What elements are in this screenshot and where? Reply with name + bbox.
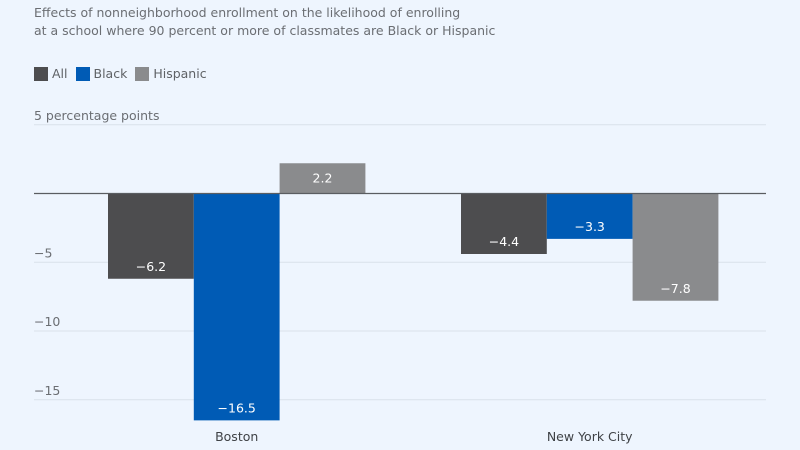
bar-all-new-york-city xyxy=(461,193,547,254)
y-tick-label: −15 xyxy=(34,383,60,398)
bar-hispanic-new-york-city xyxy=(632,193,719,301)
chart-title-line-1: Effects of nonneighborhood enrollment on… xyxy=(34,5,461,20)
legend: All Black Hispanic xyxy=(34,66,215,81)
bar-all-boston xyxy=(108,193,194,279)
data-label: −16.5 xyxy=(218,400,256,415)
bar-hispanic-boston xyxy=(279,163,366,194)
data-label: −6.2 xyxy=(136,259,166,274)
legend-label-all: All xyxy=(52,66,68,81)
legend-label-hispanic: Hispanic xyxy=(153,66,207,81)
legend-swatch-all xyxy=(34,66,48,81)
legend-item-hispanic: Hispanic xyxy=(135,66,207,81)
bar-black-new-york-city xyxy=(546,193,633,239)
data-label: 2.2 xyxy=(313,170,333,185)
x-category-label: New York City xyxy=(547,429,633,444)
legend-label-black: Black xyxy=(93,66,128,81)
y-tick-label: 5 percentage points xyxy=(34,108,159,123)
bar-black-boston xyxy=(193,193,280,421)
legend-item-all: All xyxy=(34,66,68,81)
data-label: −4.4 xyxy=(489,234,519,249)
legend-swatch-black xyxy=(75,66,90,81)
chart-title-line-2: at a school where 90 percent or more of … xyxy=(34,23,496,38)
x-category-label: Boston xyxy=(215,429,258,444)
legend-swatch-hispanic xyxy=(135,66,150,81)
chart-title: Effects of nonneighborhood enrollment on… xyxy=(34,4,734,40)
data-label: −3.3 xyxy=(575,219,605,234)
y-tick-label: −5 xyxy=(34,245,52,260)
legend-item-black: Black xyxy=(75,66,128,81)
y-tick-label: −10 xyxy=(34,314,60,329)
data-label: −7.8 xyxy=(660,281,690,296)
